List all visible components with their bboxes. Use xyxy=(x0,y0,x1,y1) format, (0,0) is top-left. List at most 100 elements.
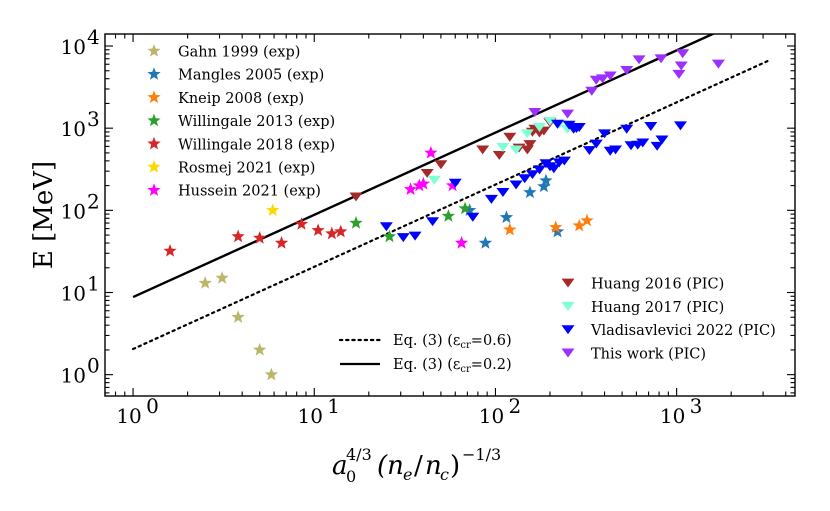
point-gahn-1999-exp xyxy=(264,367,279,381)
legend-item-kneip-2008-exp: Kneip 2008 (exp) xyxy=(147,90,304,107)
svg-text:−1/3: −1/3 xyxy=(462,445,501,464)
point-vladisavlevici-2022-pic xyxy=(620,124,634,134)
point-willingale-2018-exp xyxy=(274,236,289,249)
point-vladisavlevici-2022-pic xyxy=(396,233,410,243)
y-tick-label: 10 1 xyxy=(61,272,100,306)
point-mangles-2005-exp xyxy=(478,236,493,249)
point-huang-2016-pic xyxy=(434,160,448,170)
point-vladisavlevici-2022-pic xyxy=(448,178,462,188)
svg-text:10: 10 xyxy=(660,404,685,428)
point-this-work-pic xyxy=(596,74,610,84)
x-tick-labels: 10 0 10 1 10 2 10 3 xyxy=(116,394,702,428)
point-vladisavlevici-2022-pic xyxy=(557,156,571,166)
point-willingale-2013-exp xyxy=(382,229,397,243)
legend-marker xyxy=(147,183,161,196)
point-huang-2017-pic xyxy=(509,145,523,155)
point-vladisavlevici-2022-pic xyxy=(408,231,422,241)
svg-text:/: / xyxy=(414,451,423,481)
legend-item-vladisavlevici-2022-pic: Vladisavlevici 2022 (PIC) xyxy=(561,323,776,339)
point-gahn-1999-exp xyxy=(231,310,245,323)
svg-text:10: 10 xyxy=(61,199,86,223)
point-huang-2016-pic xyxy=(492,150,506,160)
svg-text:1: 1 xyxy=(327,394,340,418)
legend-marker xyxy=(147,90,161,104)
legend-label: This work (PIC) xyxy=(591,346,706,362)
x-tick-label: 10 0 xyxy=(116,394,158,428)
legend-label: Willingale 2018 (exp) xyxy=(178,137,335,153)
svg-text:10: 10 xyxy=(61,117,86,141)
legend-simulations: Huang 2016 (PIC) Huang 2017 (PIC) Vladisav… xyxy=(561,277,776,362)
svg-text:4: 4 xyxy=(87,25,100,49)
point-vladisavlevici-2022-pic xyxy=(589,139,603,149)
point-this-work-pic xyxy=(603,71,617,81)
point-rosmej-2021-exp xyxy=(266,203,280,216)
y-axis-title: E [MeV] xyxy=(29,161,59,269)
svg-text:10: 10 xyxy=(61,282,86,306)
point-kneip-2008-exp xyxy=(572,218,586,232)
axis-ticks xyxy=(104,34,795,396)
x-tick-label: 10 2 xyxy=(479,394,521,428)
point-willingale-2018-exp xyxy=(163,244,177,257)
point-vladisavlevici-2022-pic xyxy=(550,119,564,129)
svg-text:10: 10 xyxy=(116,404,141,428)
legend-item-gahn-1999-exp: Gahn 1999 (exp) xyxy=(147,44,300,61)
point-kneip-2008-exp xyxy=(580,213,594,227)
legend-item-willingale-2013-exp: Willingale 2013 (exp) xyxy=(147,113,335,130)
point-mangles-2005-exp xyxy=(537,179,551,193)
point-huang-2016-pic xyxy=(523,140,537,150)
point-mangles-2005-exp xyxy=(539,173,553,187)
x-axis-title: a 0 4/3 (n e / n c ) −1/3 xyxy=(332,445,501,486)
legend-label: Rosmej 2021 (exp) xyxy=(178,161,315,177)
point-this-work-pic xyxy=(672,69,686,79)
point-huang-2016-pic xyxy=(349,192,363,202)
svg-text:e: e xyxy=(403,465,412,484)
legend-label: Mangles 2005 (exp) xyxy=(178,68,324,84)
legend-marker xyxy=(561,278,575,288)
svg-text:0: 0 xyxy=(346,467,356,486)
legend-label: Huang 2016 (PIC) xyxy=(591,277,724,293)
svg-text:10: 10 xyxy=(298,404,323,428)
point-hussein-2021-exp xyxy=(454,236,469,249)
legend-label: Eq. (3) (εcr=0.2) xyxy=(393,357,512,375)
legend-label: Kneip 2008 (exp) xyxy=(178,91,304,107)
point-this-work-pic xyxy=(528,108,542,117)
point-huang-2016-pic xyxy=(503,132,517,142)
point-this-work-pic xyxy=(585,86,599,96)
legend-item-hussein-2021-exp: Hussein 2021 (exp) xyxy=(147,183,321,200)
point-mangles-2005-exp xyxy=(462,203,477,216)
point-vladisavlevici-2022-pic xyxy=(569,124,583,134)
legend-fit-lines: Eq. (3) (εcr=0.6) Eq. (3) (εcr=0.2) xyxy=(338,333,512,375)
point-vladisavlevici-2022-pic xyxy=(525,170,539,180)
point-willingale-2013-exp xyxy=(458,201,472,215)
point-hussein-2021-exp xyxy=(416,176,430,190)
point-this-work-pic xyxy=(632,55,646,65)
legend-label: Huang 2017 (PIC) xyxy=(591,300,724,316)
point-huang-2016-pic xyxy=(476,145,490,155)
point-mangles-2005-exp xyxy=(523,185,537,199)
point-vladisavlevici-2022-pic xyxy=(509,180,523,190)
fit-line-ecr-0-6 xyxy=(131,59,770,351)
point-vladisavlevici-2022-pic xyxy=(379,222,393,232)
point-hussein-2021-exp xyxy=(403,182,418,196)
svg-text:10: 10 xyxy=(61,364,86,388)
point-vladisavlevici-2022-pic xyxy=(484,194,498,204)
point-vladisavlevici-2022-pic xyxy=(547,164,561,174)
y-tick-label: 10 4 xyxy=(61,25,100,59)
legend-experiments: Gahn 1999 (exp) Mangles 2005 (exp) Kneip 2… xyxy=(147,44,335,200)
svg-text:3: 3 xyxy=(87,107,100,131)
legend-marker xyxy=(147,44,161,57)
point-huang-2017-pic xyxy=(520,129,534,139)
legend-item-this-work-pic: This work (PIC) xyxy=(561,346,706,362)
legend-label: Hussein 2021 (exp) xyxy=(178,184,321,200)
svg-text:): ) xyxy=(450,451,460,481)
legend-marker xyxy=(147,136,161,150)
y-tick-label: 10 0 xyxy=(61,354,100,388)
svg-text:2: 2 xyxy=(87,189,100,213)
point-willingale-2013-exp xyxy=(349,216,363,229)
legend-label: Eq. (3) (εcr=0.6) xyxy=(393,333,512,351)
series-rosmej-2021-exp xyxy=(266,203,280,216)
point-vladisavlevici-2022-pic xyxy=(655,135,669,145)
